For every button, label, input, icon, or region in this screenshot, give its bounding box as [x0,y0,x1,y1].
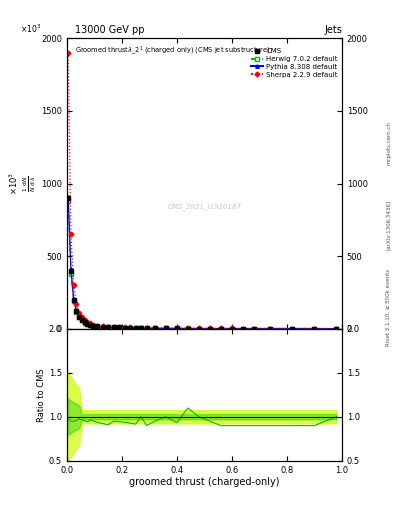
X-axis label: groomed thrust (charged-only): groomed thrust (charged-only) [129,477,279,487]
Text: Groomed thrust$\lambda\_2^1$ (charged only) (CMS jet substructure): Groomed thrust$\lambda\_2^1$ (charged on… [75,44,271,57]
Text: 13000 GeV pp: 13000 GeV pp [75,25,144,35]
Y-axis label: $\times 10^3$
$\frac{1}{N}\,\frac{\mathrm{d}N}{\mathrm{d}\,\lambda}$: $\times 10^3$ $\frac{1}{N}\,\frac{\mathr… [7,172,38,195]
Text: [arXiv:1306.3436]: [arXiv:1306.3436] [386,200,391,250]
Text: Jets: Jets [324,25,342,35]
Text: mcplots.cern.ch: mcplots.cern.ch [386,121,391,165]
Y-axis label: Ratio to CMS: Ratio to CMS [37,368,46,421]
Text: CMS_2021_I1920187: CMS_2021_I1920187 [167,203,241,210]
Text: Rivet 3.1.10, ≥ 500k events: Rivet 3.1.10, ≥ 500k events [386,269,391,346]
Text: $\times 10^3$: $\times 10^3$ [20,23,41,35]
Legend: CMS, Herwig 7.0.2 default, Pythia 8.308 default, Sherpa 2.2.9 default: CMS, Herwig 7.0.2 default, Pythia 8.308 … [250,48,338,78]
